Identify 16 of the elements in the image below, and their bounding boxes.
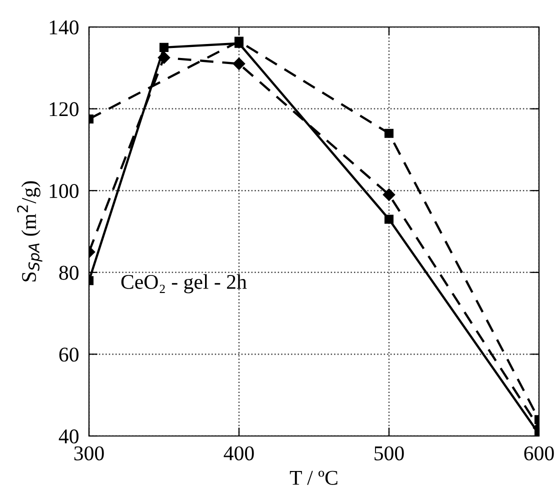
y-axis-title: S$_{SpA}$ (m$^{2}$/g) — [17, 181, 42, 282]
x-tick-label: 500 — [374, 446, 404, 460]
annotation: CeO₂ - gel - 2h — [121, 274, 247, 294]
point — [232, 58, 246, 70]
x-tick-label: 300 — [74, 446, 104, 460]
point — [384, 214, 394, 224]
x-axis-title: T / ºC — [290, 470, 338, 485]
y-tick-label: 120 — [50, 102, 78, 116]
y-tick-label: 80 — [59, 266, 78, 280]
x-tick-label: 400 — [224, 446, 254, 460]
y-tick-label: 60 — [59, 348, 78, 362]
y-tick-label: 140 — [50, 20, 78, 34]
y-tick-label: 100 — [50, 184, 78, 198]
point — [382, 188, 396, 201]
y-tick-label: 40 — [58, 429, 78, 444]
x-tick-label: 600 — [524, 446, 554, 460]
